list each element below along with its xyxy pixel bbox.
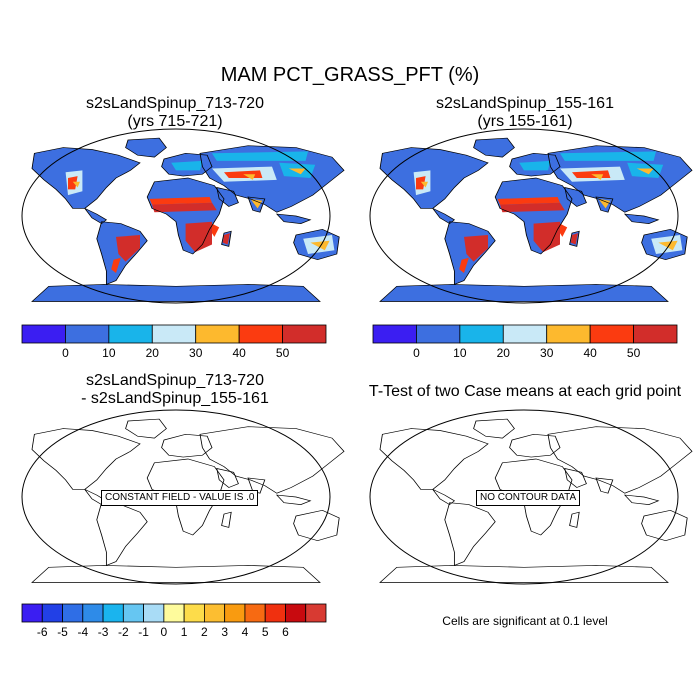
diff-colorbar-swatch xyxy=(163,603,185,623)
panel-2-colorbar-swatch xyxy=(502,324,548,344)
panel-1-colorbar-swatch xyxy=(65,324,110,344)
diff-colorbar-tick-label: 4 xyxy=(242,625,249,639)
diff-colorbar-tick-label: -6 xyxy=(37,625,48,639)
diff-colorbar-tick-label: 5 xyxy=(262,625,269,639)
panel-1-colorbar-swatch xyxy=(195,324,240,344)
diff-colorbar-swatch xyxy=(62,603,84,623)
constant-field-label: CONSTANT FIELD - VALUE IS .0 xyxy=(101,490,259,506)
panel-2-colorbar-tick-label: 10 xyxy=(453,346,467,360)
panel-1-colorbar-swatch xyxy=(238,324,283,344)
diff-colorbar-tick-label: -4 xyxy=(77,625,88,639)
diff-colorbar-tick-label: -5 xyxy=(57,625,68,639)
diff-colorbar-swatch xyxy=(244,603,266,623)
panel-2-colorbar-swatch xyxy=(589,324,634,344)
panel-2-colorbar-swatch xyxy=(633,324,678,344)
diff-colorbar-swatch xyxy=(183,603,205,623)
map-outline xyxy=(21,409,331,585)
diff-colorbar-tick-label: 0 xyxy=(161,625,168,639)
diff-colorbar-tick-label: -1 xyxy=(138,625,149,639)
panel-2-title-line2: (yrs 155-161) xyxy=(477,113,573,130)
panel-1-colorbar-tick-label: 30 xyxy=(189,346,203,360)
diff-colorbar-swatch xyxy=(41,603,63,623)
panel-2-colorbar-tick-label: 30 xyxy=(540,346,554,360)
panel-2-colorbar-tick-label: 20 xyxy=(497,346,511,360)
diff-colorbar-swatch xyxy=(122,603,145,623)
diff-colorbar-swatch xyxy=(82,603,104,623)
panel-1-colorbar-swatch xyxy=(108,324,153,344)
diff-colorbar-swatch xyxy=(264,603,286,623)
diff-colorbar-tick-label: -3 xyxy=(98,625,109,639)
diff-colorbar-tick-label: 2 xyxy=(201,625,208,639)
diff-colorbar-tick-label: 3 xyxy=(221,625,228,639)
panel-1-colorbar-tick-label: 50 xyxy=(276,346,290,360)
panel-2-colorbar-tick-label: 0 xyxy=(413,346,420,360)
diff-colorbar-tick-label: 6 xyxy=(282,625,289,639)
panel-1-colorbar-tick-label: 0 xyxy=(62,346,69,360)
diff-colorbar-swatch xyxy=(203,603,226,623)
diff-colorbar-swatch xyxy=(143,603,165,623)
diff-colorbar-swatch xyxy=(224,603,246,623)
figure-title: MAM PCT_GRASS_PFT (%) xyxy=(220,64,480,86)
panel-1-colorbar-swatch xyxy=(151,324,197,344)
panel-1-colorbar-tick-label: 20 xyxy=(146,346,160,360)
significance-note: Cells are significant at 0.1 level xyxy=(442,614,608,628)
no-contour-label: NO CONTOUR DATA xyxy=(476,490,581,506)
diff-colorbar-tick-label: -2 xyxy=(118,625,129,639)
diff-colorbar-swatch xyxy=(102,603,124,623)
map-outline xyxy=(369,409,679,585)
map-panel-1 xyxy=(21,128,345,304)
panel-2-colorbar-tick-label: 40 xyxy=(583,346,597,360)
diff-colorbar-swatch xyxy=(21,603,43,623)
diff-colorbar-tick-label: 1 xyxy=(181,625,188,639)
panel-1-colorbar-swatch xyxy=(21,324,66,344)
diff-colorbar-swatch xyxy=(285,603,307,623)
map-panel-3 xyxy=(21,409,345,585)
panel-3-title-line2: - s2sLandSpinup_155-161 xyxy=(81,390,269,407)
diff-colorbar-swatch xyxy=(305,603,327,623)
panel-1-colorbar-tick-label: 10 xyxy=(102,346,116,360)
panel-2-colorbar: 0 10 20 30 40 50 xyxy=(372,324,678,360)
map-outline xyxy=(21,128,331,304)
panel-4-title: T-Test of two Case means at each grid po… xyxy=(368,383,682,400)
panel-1-title-line2: (yrs 715-721) xyxy=(127,113,223,130)
map-outline xyxy=(369,128,679,304)
panel-2-colorbar-swatch xyxy=(546,324,591,344)
panel-1-colorbar: 0 10 20 30 40 50 xyxy=(21,324,327,360)
map-panel-2 xyxy=(369,128,693,304)
panel-1-title-line1: s2sLandSpinup_713-720 xyxy=(86,95,264,112)
panel-2-colorbar-swatch xyxy=(416,324,461,344)
panel-2-colorbar-tick-label: 50 xyxy=(627,346,641,360)
panel-3-title-line1: s2sLandSpinup_713-720 xyxy=(86,372,264,389)
panel-2-colorbar-swatch xyxy=(459,324,504,344)
panel-2-colorbar-swatch xyxy=(372,324,417,344)
panel-1-colorbar-swatch xyxy=(282,324,327,344)
panel-1-colorbar-tick-label: 40 xyxy=(232,346,246,360)
panel-2-title-line1: s2sLandSpinup_155-161 xyxy=(436,95,614,112)
diff-colorbar: -6 -5 -4 -3 -2 -1 0 1 2 3 4 5 6 xyxy=(21,603,327,639)
map-panel-4 xyxy=(369,409,693,585)
